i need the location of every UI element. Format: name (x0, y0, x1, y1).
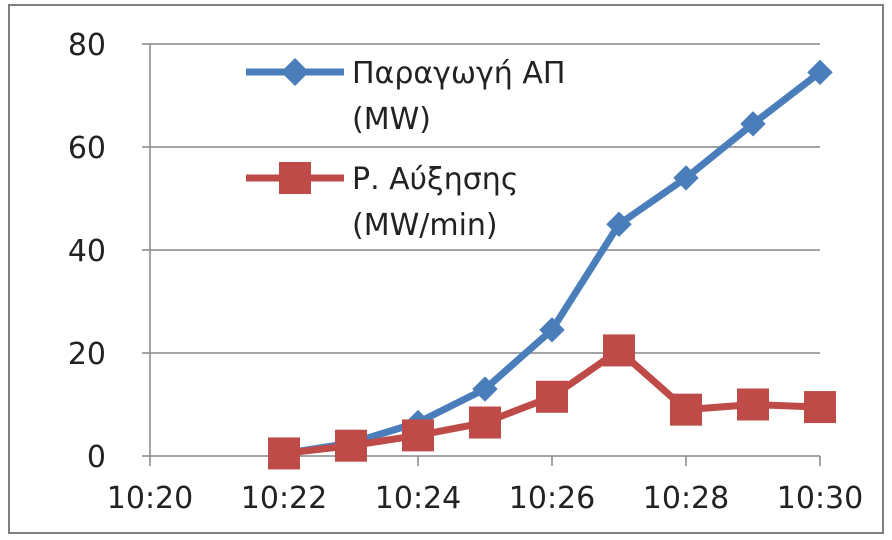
data-point-production-10:26 (539, 317, 565, 343)
data-point-production-10:27 (606, 211, 632, 237)
series-layer (268, 59, 836, 470)
chart-frame (8, 4, 884, 534)
y-axis-tick-labels: 0 20 40 60 80 (68, 28, 106, 475)
x-tick-label-10:28: 10:28 (643, 481, 729, 516)
x-tick-label-10:26: 10:26 (509, 481, 595, 516)
x-axis-tick-labels: 10:20 10:22 10:24 10:26 10:28 10:30 (107, 481, 863, 516)
legend-label-production-line-2: (MW) (352, 102, 431, 137)
legend-label-rate-line-1: Ρ. Αύξησης (352, 162, 518, 197)
y-tick-label-20: 20 (68, 337, 106, 372)
x-tick-label-10:24: 10:24 (375, 481, 461, 516)
legend-marker-production (281, 58, 309, 86)
legend: Παραγωγή ΑΠ (MW) Ρ. Αύξησης (MW/min) (246, 56, 565, 243)
data-point-rate-10:28 (670, 393, 702, 426)
y-tick-label-60: 60 (68, 131, 106, 166)
data-point-rate-10:25 (469, 406, 501, 439)
x-tick-label-10:20: 10:20 (107, 481, 193, 516)
data-point-rate-10:30 (804, 391, 836, 424)
y-tick-label-40: 40 (68, 234, 106, 269)
legend-label-production-line-1: Παραγωγή ΑΠ (352, 56, 565, 91)
data-point-production-10:25 (472, 376, 498, 402)
data-point-rate-10:29 (737, 388, 769, 421)
legend-marker-rate (279, 162, 311, 194)
data-point-rate-10:27 (603, 334, 635, 367)
data-point-production-10:29 (740, 111, 766, 137)
data-point-rate-10:22 (268, 437, 300, 470)
x-tick-label-10:30: 10:30 (777, 481, 863, 516)
data-point-rate-10:24 (402, 419, 434, 452)
y-tick-label-0: 0 (87, 440, 106, 475)
data-point-production-10:30 (807, 59, 833, 86)
x-tick-label-10:22: 10:22 (241, 481, 327, 516)
gridlines (150, 43, 820, 354)
axes (142, 43, 821, 466)
y-tick-label-80: 80 (68, 28, 106, 63)
data-point-production-10:28 (673, 165, 699, 191)
data-point-rate-10:26 (536, 380, 568, 413)
data-point-rate-10:23 (335, 429, 367, 462)
legend-label-rate-line-2: (MW/min) (352, 208, 498, 243)
